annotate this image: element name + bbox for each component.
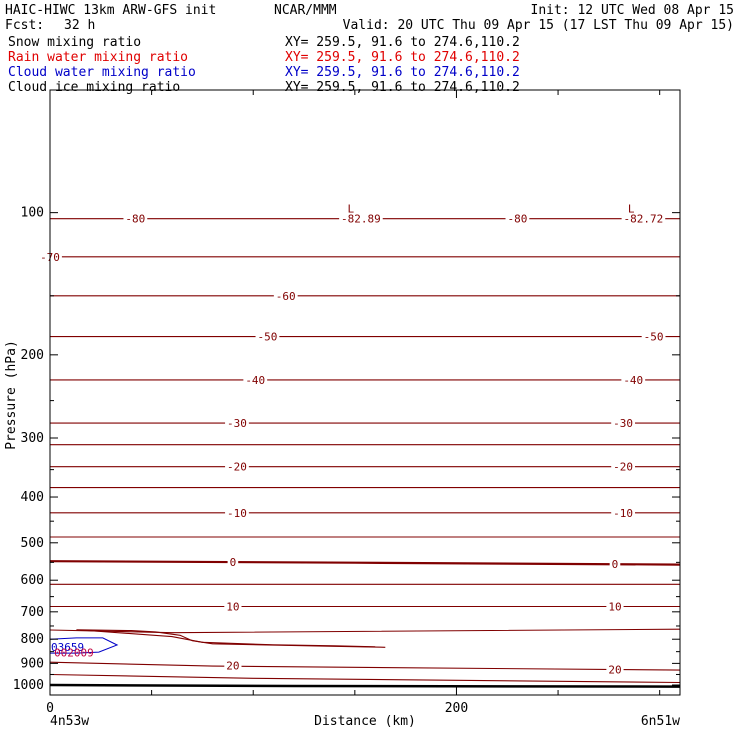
isotherm-contours xyxy=(50,218,680,684)
y-tick-label-3: 400 xyxy=(21,490,44,505)
contour-label-bg xyxy=(609,558,621,571)
contour-label-bg xyxy=(224,659,242,672)
valid-time: Valid: 20 UTC Thu 09 Apr 15 (17 LST Thu … xyxy=(343,18,734,33)
x-tick-label-0: 0 xyxy=(46,701,54,716)
contour-label-bg xyxy=(123,212,148,225)
low-value-bg xyxy=(339,212,383,225)
model-title: HAIC-HIWC 13km ARW-GFS init xyxy=(5,3,216,18)
y-tick-label-1: 200 xyxy=(21,348,44,363)
contour-label-6: -40 xyxy=(245,374,265,387)
inversion-line-1 xyxy=(80,629,376,648)
low-value-1: -82.72 xyxy=(624,213,664,226)
right-endpoint-label: 6n51w xyxy=(641,714,680,729)
contour-label-19: 20 xyxy=(608,664,621,677)
y-tick-label-9: 1000 xyxy=(13,678,44,693)
contour-label-bg xyxy=(225,460,249,473)
isotherm-16 xyxy=(50,673,680,684)
contour-label-bg xyxy=(641,330,666,343)
contour-label-15: 0 xyxy=(612,558,619,571)
field-name-cloud-water: Cloud water mixing ratio xyxy=(8,65,196,80)
contour-label-bg xyxy=(611,460,635,473)
contour-label-bg xyxy=(273,289,298,302)
contour-label-bg xyxy=(225,506,249,519)
contour-label-bg xyxy=(227,555,239,568)
x-tick-label-1: 200 xyxy=(445,701,468,716)
init-time: Init: 12 UTC Wed 08 Apr 15 xyxy=(531,3,735,18)
forecast-label: Fcst: xyxy=(5,18,44,33)
y-tick-label-8: 900 xyxy=(21,656,44,671)
low-marker-0: L xyxy=(347,203,354,216)
contour-label-14: 0 xyxy=(230,556,237,569)
y-tick-label-0: 100 xyxy=(21,206,44,221)
y-tick-label-6: 700 xyxy=(21,605,44,620)
title-block: HAIC-HIWC 13km ARW-GFS init NCAR/MMM Ini… xyxy=(5,3,734,95)
contour-label-8: -30 xyxy=(227,417,247,430)
isotherm-15 xyxy=(50,661,680,671)
contour-label-11: -20 xyxy=(613,461,633,474)
contour-label-10: -20 xyxy=(227,461,247,474)
x-axis-title: Distance (km) xyxy=(314,714,416,729)
low-value-bg xyxy=(621,212,666,225)
contour-label-bg xyxy=(225,417,249,430)
contour-label-bg xyxy=(611,417,635,430)
contour-label-9: -30 xyxy=(613,417,633,430)
contour-label-0: -80 xyxy=(125,213,145,226)
forecast-hour: 32 h xyxy=(64,18,95,33)
field-xy-cloud-ice: XY= 259.5, 91.6 to 274.6,110.2 xyxy=(285,80,520,95)
left-endpoint-label: 4n53w xyxy=(50,714,89,729)
organization: NCAR/MMM xyxy=(274,3,337,18)
contour-label-18: 20 xyxy=(226,660,239,673)
contour-label-bg xyxy=(255,330,280,343)
isotherm-11 xyxy=(50,560,680,566)
y-axis-title: Pressure (hPa) xyxy=(4,340,19,450)
contour-label-1: -80 xyxy=(507,213,527,226)
y-tick-label-7: 800 xyxy=(21,632,44,647)
contour-label-bg xyxy=(611,506,635,519)
plot-frame xyxy=(49,89,681,696)
contour-label-7: -40 xyxy=(623,374,643,387)
rain-label: 002009 xyxy=(54,646,94,659)
contour-label-13: -10 xyxy=(613,507,633,520)
contour-label-5: -50 xyxy=(644,331,664,344)
y-tick-label-5: 600 xyxy=(21,573,44,588)
contour-label-17: 10 xyxy=(608,600,621,613)
contour-labels: -80 -80-70-60-50 -50-40 -40-30 -30-20 -20-10-… xyxy=(38,203,666,677)
y-tick-label-2: 300 xyxy=(21,431,44,446)
low-marker-1: L xyxy=(628,203,635,216)
contour-label-bg xyxy=(606,663,624,676)
contour-label-16: 10 xyxy=(226,600,239,613)
contour-label-bg xyxy=(606,600,624,613)
y-tick-label-4: 500 xyxy=(21,536,44,551)
field-xy-snow: XY= 259.5, 91.6 to 274.6,110.2 xyxy=(285,35,520,50)
ground-surface xyxy=(50,683,680,688)
field-name-cloud-ice: Cloud ice mixing ratio xyxy=(8,80,180,95)
field-name-rain: Rain water mixing ratio xyxy=(8,50,188,65)
contour-label-bg xyxy=(224,600,242,613)
contour-label-bg xyxy=(621,373,646,386)
cloud-water-label: 03659 xyxy=(51,641,84,654)
contour-label-3: -60 xyxy=(276,290,296,303)
field-xy-cloud-water: XY= 259.5, 91.6 to 274.6,110.2 xyxy=(285,65,520,80)
field-xy-rain: XY= 259.5, 91.6 to 274.6,110.2 xyxy=(285,50,520,65)
contour-label-4: -50 xyxy=(258,331,278,344)
contour-label-bg xyxy=(243,373,268,386)
field-name-snow: Snow mixing ratio xyxy=(8,35,141,50)
contour-label-12: -10 xyxy=(227,507,247,520)
low-value-0: -82.89 xyxy=(341,213,381,226)
cloud-water-contour xyxy=(50,637,119,654)
contour-label-bg xyxy=(505,212,530,225)
